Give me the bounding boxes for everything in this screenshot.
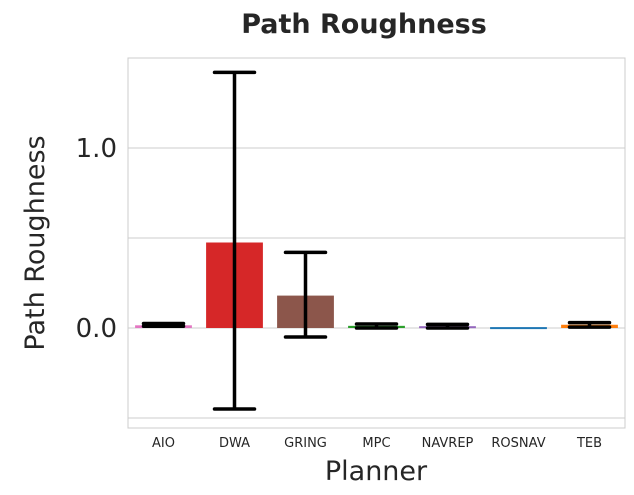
x-tick-label: AIO: [152, 436, 175, 451]
x-axis-ticks: AIO DWA GRING MPC NAVREP ROSNAV TEB: [152, 436, 602, 451]
error-bars: [141, 70, 612, 411]
error-bar-aio: [141, 321, 186, 328]
error-bar-gring: [283, 250, 328, 339]
x-tick-label: GRING: [284, 436, 327, 451]
y-axis-ticks: 0.0 1.0: [76, 134, 117, 344]
grid: [128, 57, 625, 419]
x-tick-label: MPC: [362, 436, 390, 451]
x-axis-label: Planner: [325, 456, 428, 487]
bars: [135, 242, 618, 330]
error-bar-navrep: [425, 322, 470, 330]
x-tick-label: TEB: [576, 436, 602, 451]
x-tick-label: NAVREP: [422, 436, 474, 451]
error-bar-mpc: [354, 322, 399, 330]
chart-title: Path Roughness: [241, 9, 487, 40]
plot-area-frame: [127, 57, 626, 429]
bar-rosnav: [490, 327, 547, 330]
y-tick-label: 0.0: [76, 314, 117, 344]
x-tick-label: ROSNAV: [491, 436, 545, 451]
x-tick-label: DWA: [219, 436, 250, 451]
y-tick-label: 1.0: [76, 134, 117, 164]
y-axis-label: Path Roughness: [20, 135, 51, 350]
error-bar-teb: [567, 320, 612, 329]
error-bar-dwa: [212, 70, 257, 411]
